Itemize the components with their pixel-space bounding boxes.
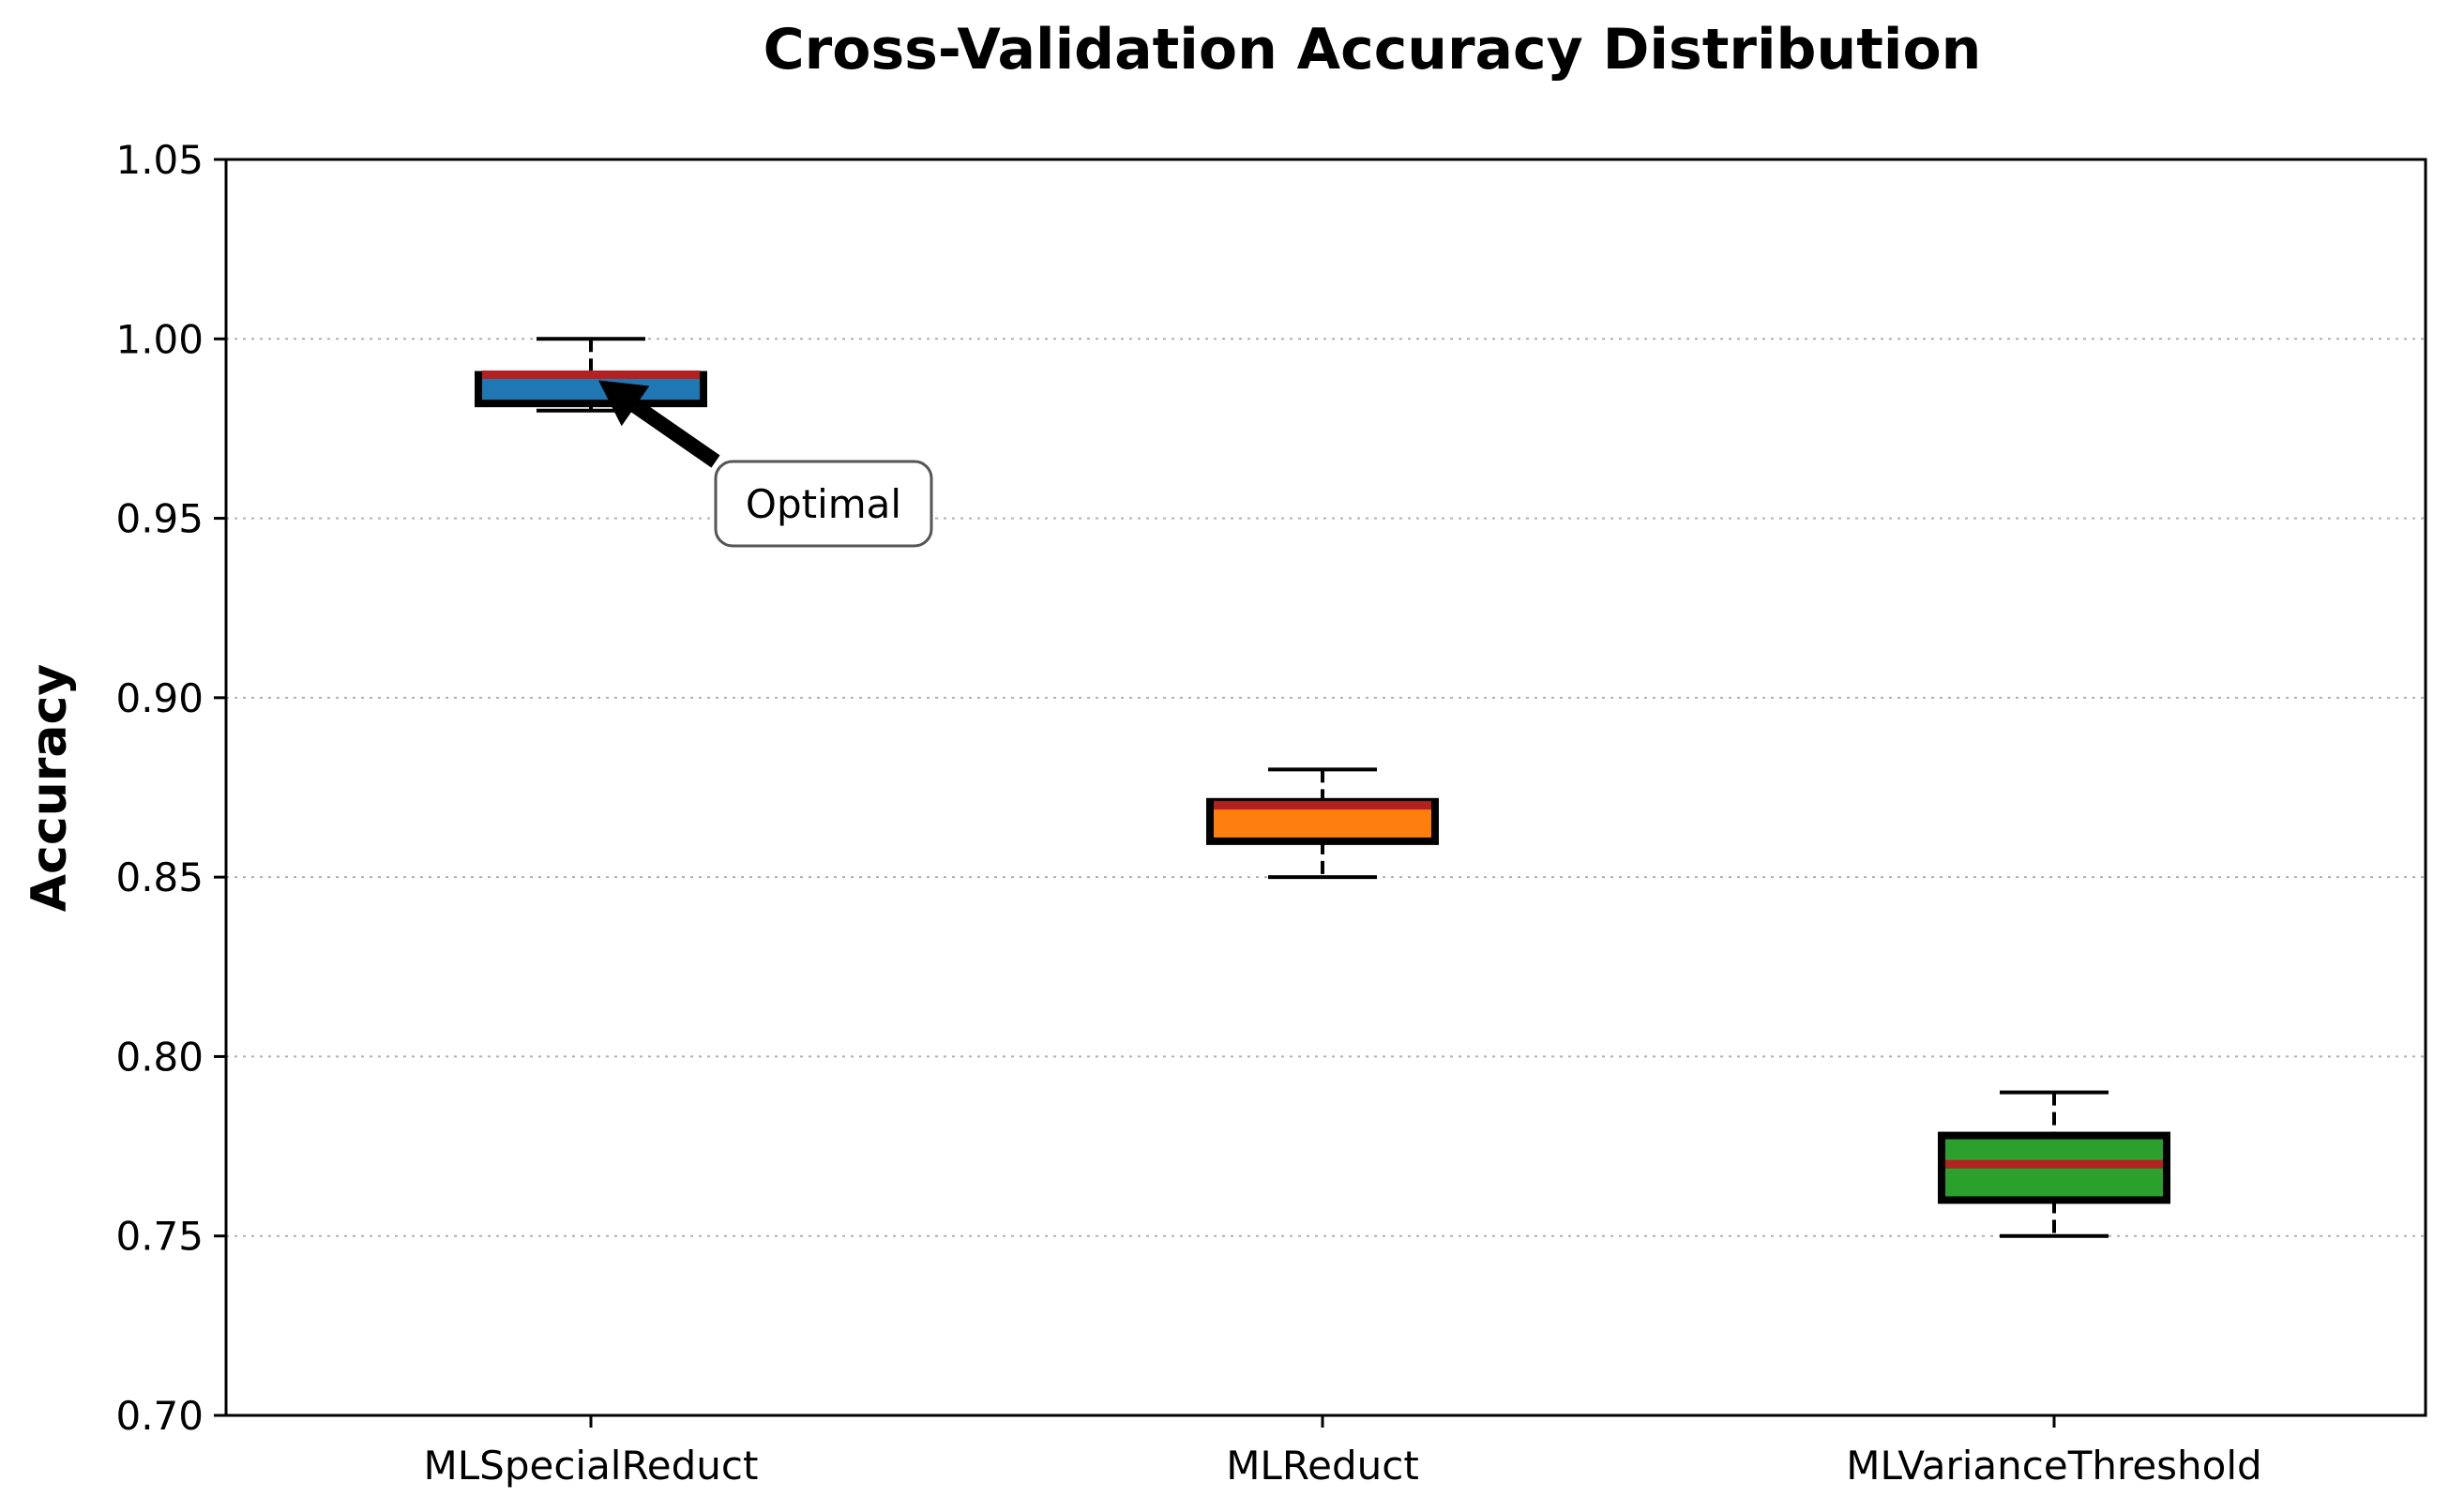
y-axis-label: Accuracy — [22, 664, 78, 912]
plot-area-frame — [224, 158, 2427, 1417]
box-mlspecialreduct — [475, 337, 707, 413]
y-tick-label: 0.90 — [115, 675, 204, 721]
x-axis-ticks: MLSpecialReduct MLReduct MLVarianceThresho… — [424, 1415, 2262, 1489]
box-series — [475, 337, 2170, 1238]
y-tick-label: 1.05 — [115, 137, 204, 183]
box-body — [475, 370, 707, 408]
chart-title: Cross-Validation Accuracy Distribution — [763, 17, 1982, 83]
y-tick-label: 1.00 — [115, 316, 204, 362]
y-axis-ticks: 0.70 0.75 0.80 0.85 0.90 0.95 1.00 1.05 — [115, 137, 226, 1439]
x-tick-label: MLSpecialReduct — [424, 1443, 759, 1489]
x-tick-label: MLReduct — [1226, 1443, 1419, 1489]
y-tick-label: 0.95 — [115, 496, 204, 542]
x-tick-label: MLVarianceThreshold — [1846, 1443, 2261, 1489]
y-tick-label: 0.75 — [115, 1214, 204, 1260]
y-tick-label: 0.80 — [115, 1034, 204, 1080]
annotation-label: Optimal — [746, 481, 901, 527]
box-mlvariancethreshold — [1938, 1090, 2170, 1238]
optimal-annotation: Optimal — [598, 380, 933, 548]
annotation-arrow-shaft — [630, 400, 720, 468]
y-tick-label: 0.85 — [115, 854, 204, 900]
grid-lines — [226, 338, 2426, 1237]
annotation-arrow-head — [598, 380, 650, 427]
y-tick-label: 0.70 — [115, 1393, 204, 1439]
annotation-box — [714, 460, 933, 548]
box-mlreduct — [1206, 767, 1439, 880]
